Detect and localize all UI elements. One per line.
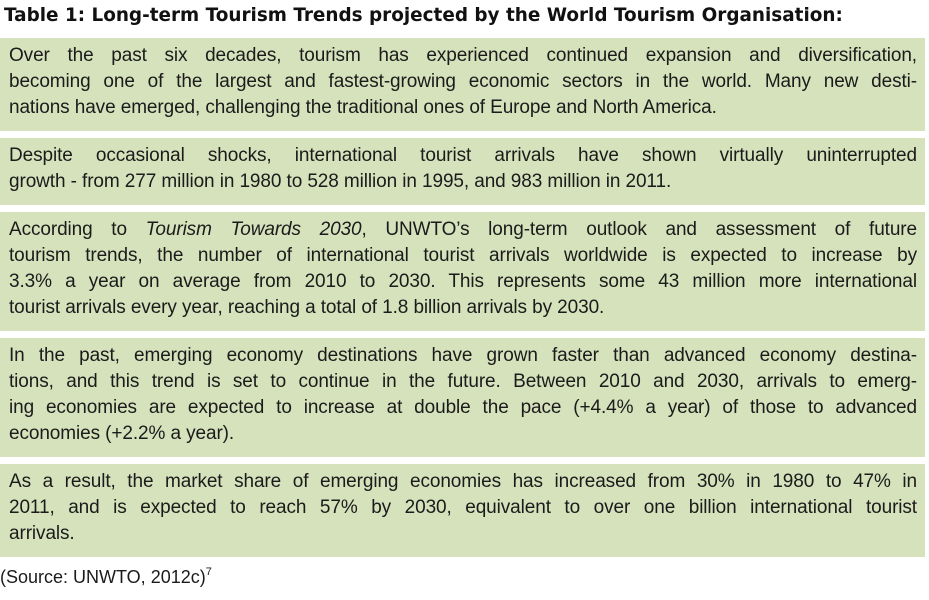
- footnote-marker: 7: [205, 566, 212, 578]
- text-line: Over the past six decades, tourism has e…: [9, 45, 917, 66]
- text-line: According to Tourism Towards 2030, UNWTO…: [9, 217, 917, 243]
- text-line: ing economies are expected to increase a…: [9, 397, 917, 418]
- table-title: Table 1: Long-term Tourism Trends projec…: [4, 5, 843, 26]
- text-segment: According to: [9, 219, 146, 240]
- text-line: tourism trends, the number of internatio…: [9, 245, 917, 266]
- text-line: Despite occasional shocks, international…: [9, 145, 917, 166]
- trend-box-expansion: Over the past six decades, tourism has e…: [0, 38, 925, 131]
- text-line: In the past, emerging economy destinatio…: [9, 345, 917, 366]
- trend-box-market-share: As a result, the market share of emergin…: [0, 464, 925, 557]
- text-line: economies (+2.2% a year).: [9, 423, 235, 444]
- source-text: (Source: UNWTO, 2012c): [0, 567, 206, 587]
- trend-box-emerging-growth: In the past, emerging economy destinatio…: [0, 338, 925, 457]
- trend-box-outlook-2030: According to Tourism Towards 2030, UNWTO…: [0, 212, 925, 331]
- text-line: growth - from 277 million in 1980 to 528…: [9, 171, 672, 192]
- trend-paragraph: According to Tourism Towards 2030, UNWTO…: [9, 217, 917, 321]
- trend-paragraph: In the past, emerging economy destinatio…: [9, 343, 917, 447]
- trend-paragraph: Over the past six decades, tourism has e…: [9, 43, 917, 121]
- text-line: becoming one of the largest and fastest-…: [9, 71, 917, 92]
- text-line: 2011, and is expected to reach 57% by 20…: [9, 497, 917, 518]
- text-line: nations have emerged, challenging the tr…: [9, 97, 717, 118]
- text-line: 3.3% a year on average from 2010 to 2030…: [9, 271, 917, 292]
- trend-box-arrivals: Despite occasional shocks, international…: [0, 138, 925, 205]
- trend-paragraph: As a result, the market share of emergin…: [9, 469, 917, 547]
- text-line: As a result, the market share of emergin…: [9, 471, 917, 492]
- source-citation: (Source: UNWTO, 2012c)7: [0, 565, 212, 589]
- text-line: arrivals.: [9, 523, 75, 544]
- text-line: tourist arrivals every year, reaching a …: [9, 297, 605, 318]
- text-line: tions, and this trend is set to continue…: [9, 371, 917, 392]
- text-segment: , UNWTO’s long-term outlook and assessme…: [361, 219, 918, 240]
- trend-paragraph: Despite occasional shocks, international…: [9, 143, 917, 195]
- publication-title: Tourism Towards 2030: [145, 219, 362, 240]
